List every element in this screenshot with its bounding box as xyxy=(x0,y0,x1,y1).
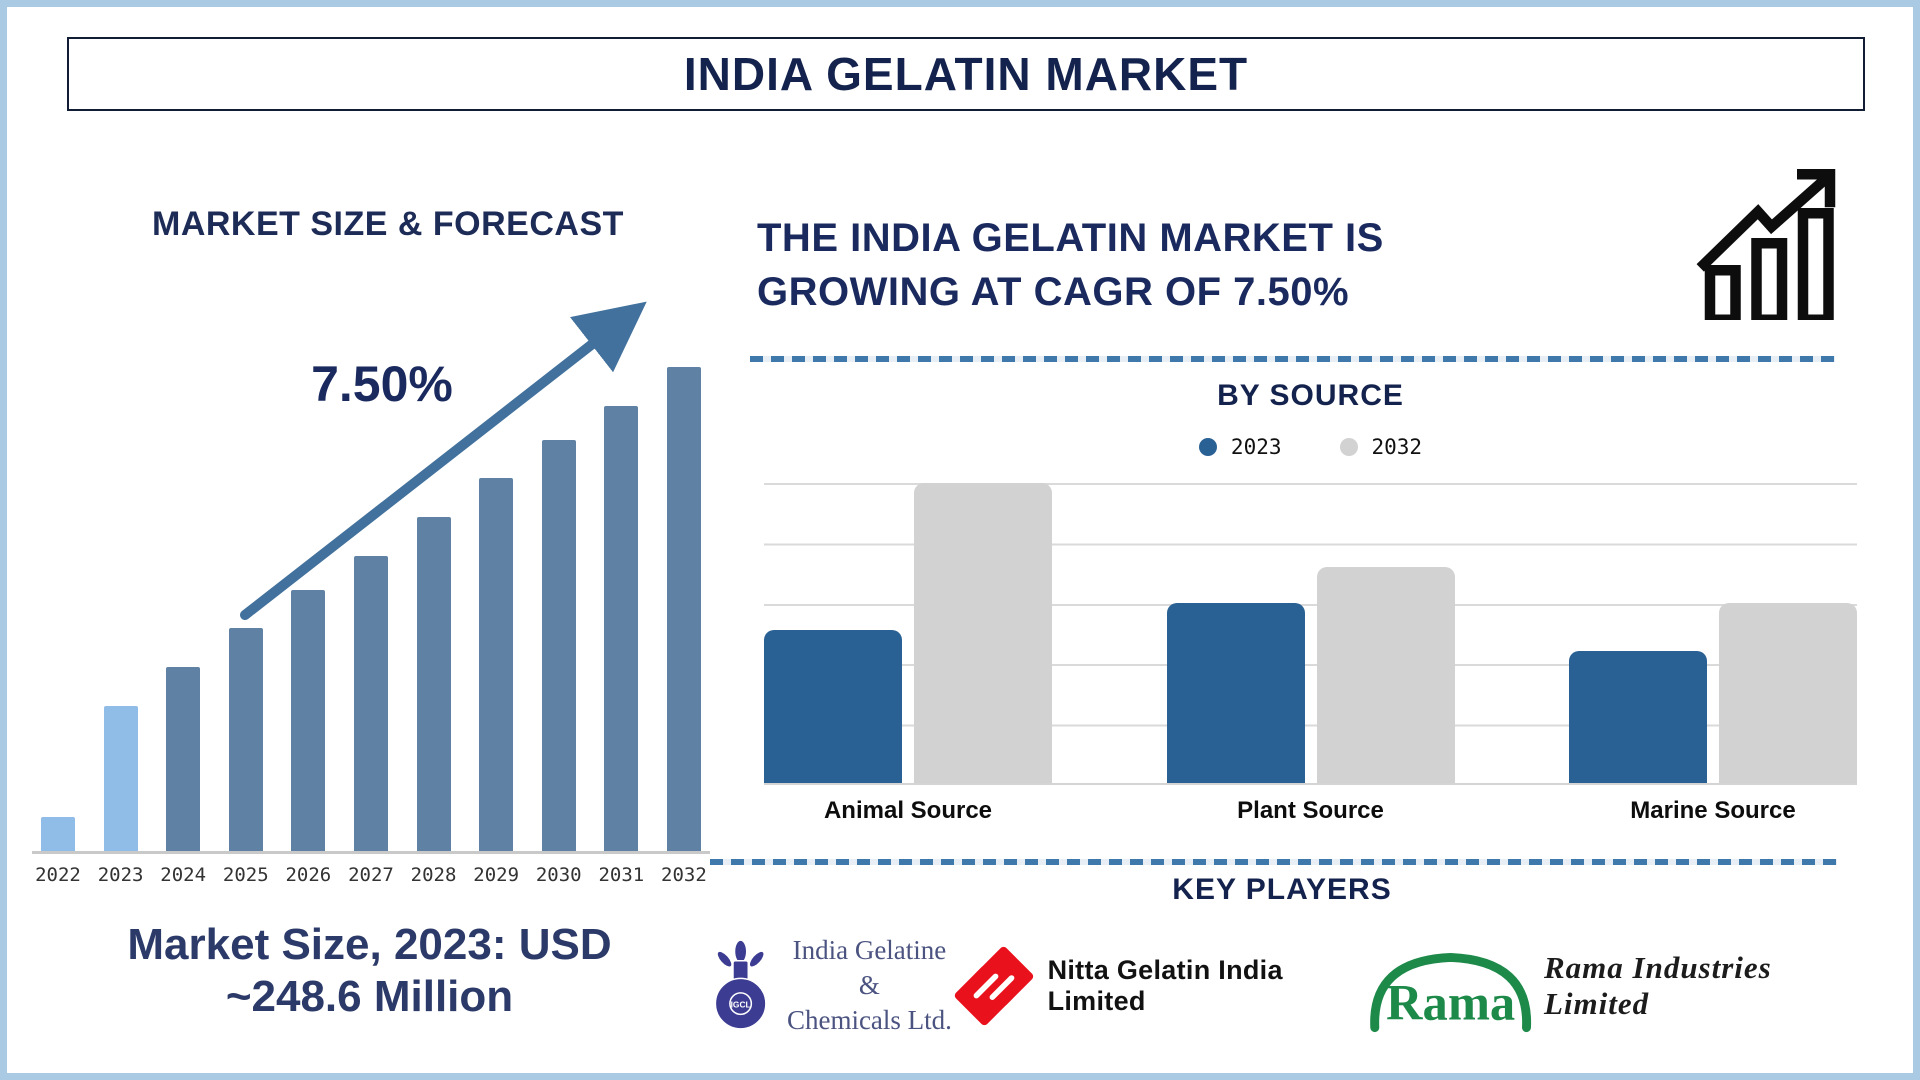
dashed-divider-bottom xyxy=(710,859,1837,865)
legend-dot-2032 xyxy=(1339,438,1358,456)
market-size-bar-column xyxy=(95,367,147,851)
market-size-bar-column xyxy=(282,367,334,851)
year-label-2023: 2023 xyxy=(97,864,144,886)
by-source-title: BY SOURCE xyxy=(1217,379,1404,412)
igcl-name-line2: Chemicals Ltd. xyxy=(786,1005,952,1036)
igcl-name-line1: India Gelatine & xyxy=(792,934,947,1000)
market-size-bar-2029 xyxy=(479,478,514,851)
trend-arrow-icon xyxy=(240,301,647,620)
rama-logo-word: Rama xyxy=(1386,974,1515,1030)
year-label-2031: 2031 xyxy=(598,864,645,886)
growth-statement-line2: GROWING AT CAGR OF 7.50% xyxy=(757,270,1350,314)
market-size-bars xyxy=(32,367,710,851)
market-size-stat-line2: ~248.6 Million xyxy=(225,971,514,1021)
growth-statement-line1: THE INDIA GELATIN MARKET IS xyxy=(757,216,1384,260)
market-size-bar-column xyxy=(220,367,272,851)
igcl-emblem-text: IGCL xyxy=(731,999,751,1009)
market-size-stat: Market Size, 2023: USD ~248.6 Million xyxy=(22,919,717,1023)
nitta-logo-icon xyxy=(954,946,1033,1025)
title-box: INDIA GELATIN MARKET xyxy=(67,37,1865,111)
year-label-2024: 2024 xyxy=(160,864,207,886)
market-size-bar-2030 xyxy=(541,439,576,851)
year-label-2028: 2028 xyxy=(410,864,457,886)
year-label-2030: 2030 xyxy=(535,864,582,886)
player-nitta-gelatin: Nitta Gelatin India Limited xyxy=(954,943,1365,1029)
year-label-2026: 2026 xyxy=(285,864,332,886)
by-source-legend: 2023 2032 xyxy=(764,435,1857,459)
market-size-bar-column xyxy=(408,367,460,851)
source-bar-2032-plant-source xyxy=(1316,567,1455,783)
source-group-animal-source xyxy=(764,483,1052,783)
market-size-forecast-heading: MARKET SIZE & FORECAST xyxy=(152,205,624,243)
igcl-company-name: India Gelatine & Chemicals Ltd. xyxy=(785,933,953,1038)
market-size-bar-2028 xyxy=(416,517,451,851)
legend-label-2023: 2023 xyxy=(1230,435,1282,459)
source-category-label: Marine Source xyxy=(1630,797,1796,824)
source-category-label: Animal Source xyxy=(823,797,993,824)
player-india-gelatine-chemicals: IGCL India Gelatine & Chemicals Ltd. xyxy=(710,932,954,1040)
source-bar-2032-marine-source xyxy=(1719,603,1857,783)
by-source-plot-area xyxy=(764,483,1857,785)
source-group-plant-source xyxy=(1166,483,1455,783)
year-label-2032: 2032 xyxy=(661,864,707,886)
x-axis-line xyxy=(32,851,710,854)
x-axis-year-labels: 2022 2023 2024 2025 2026 2027 2028 2029 2030 2031… xyxy=(32,864,710,886)
igcl-flask-logo-icon: IGCL xyxy=(714,938,767,1030)
rama-logo-icon: Rama xyxy=(1369,952,1531,1032)
market-size-stat-line1: Market Size, 2023: USD xyxy=(127,920,612,969)
market-size-bar-2025 xyxy=(228,628,263,851)
market-size-bar-2024 xyxy=(166,667,201,851)
rama-company-name: Rama Industries Limited xyxy=(1543,949,1772,1021)
by-source-bars xyxy=(764,483,1857,783)
source-bar-2032-animal-source xyxy=(914,483,1052,783)
source-group-marine-source xyxy=(1569,483,1857,783)
nitta-company-name: Nitta Gelatin India Limited xyxy=(1047,954,1283,1016)
legend-item-2032: 2032 xyxy=(1339,435,1423,459)
market-size-bar-column xyxy=(32,367,84,851)
year-label-2027: 2027 xyxy=(348,864,394,886)
growth-statement-heading: THE INDIA GELATIN MARKET IS GROWING AT C… xyxy=(757,211,1557,319)
legend-label-2032: 2032 xyxy=(1371,435,1423,459)
legend-dot-2023 xyxy=(1198,438,1217,456)
market-size-bar-column xyxy=(658,367,710,851)
source-category-label: Plant Source xyxy=(1237,797,1384,824)
page-title: INDIA GELATIN MARKET xyxy=(683,48,1249,100)
source-bar-2023-plant-source xyxy=(1166,603,1305,783)
year-label-2025: 2025 xyxy=(222,864,269,886)
market-size-bar-2027 xyxy=(353,555,388,851)
market-size-bar-2022 xyxy=(41,817,75,851)
key-players-title: KEY PLAYERS xyxy=(1172,873,1392,906)
market-size-bar-2031 xyxy=(604,405,639,851)
market-size-bar-column xyxy=(470,367,522,851)
key-players-row: IGCL India Gelatine & Chemicals Ltd. Nit… xyxy=(710,923,1862,1048)
year-label-2029: 2029 xyxy=(473,864,520,886)
legend-item-2023: 2023 xyxy=(1198,435,1282,459)
market-size-bar-2023 xyxy=(103,705,138,851)
by-source-category-labels: Animal Source Plant Source Marine Source xyxy=(764,797,1857,825)
year-label-2022: 2022 xyxy=(35,864,81,886)
cagr-value-label: 7.50% xyxy=(311,356,453,412)
growth-chart-icon xyxy=(1696,169,1836,320)
source-bar-2023-animal-source xyxy=(764,630,902,783)
source-bar-2023-marine-source xyxy=(1569,651,1707,783)
market-size-bar-chart: 2022 2023 2024 2025 2026 2027 2028 2029 2030 2031… xyxy=(32,367,710,886)
market-size-bar-column xyxy=(595,367,647,851)
market-size-bar-2026 xyxy=(291,589,326,851)
market-size-bar-column xyxy=(157,367,209,851)
market-size-bar-2032 xyxy=(666,367,701,851)
market-size-bar-column xyxy=(345,367,397,851)
market-size-bar-column xyxy=(533,367,585,851)
dashed-divider-top xyxy=(750,356,1835,362)
player-rama-industries: Rama Rama Industries Limited xyxy=(1365,936,1862,1036)
